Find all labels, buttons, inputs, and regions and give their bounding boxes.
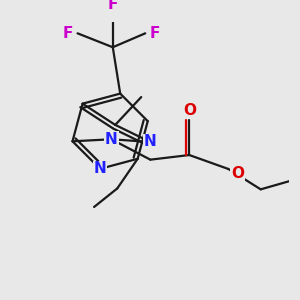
- Text: O: O: [183, 103, 196, 118]
- Text: F: F: [108, 0, 118, 12]
- Text: F: F: [63, 26, 74, 41]
- Text: N: N: [94, 161, 106, 176]
- Text: F: F: [149, 26, 160, 41]
- Text: N: N: [144, 134, 157, 149]
- Text: O: O: [231, 166, 244, 181]
- Text: N: N: [105, 132, 118, 147]
